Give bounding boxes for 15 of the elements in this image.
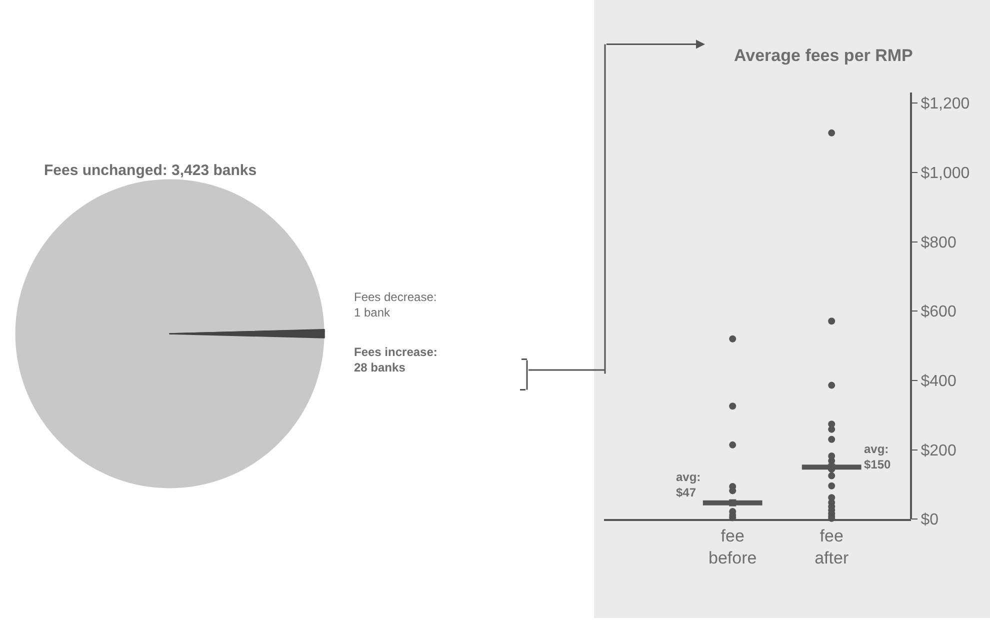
y-tick-label: $600 bbox=[920, 304, 956, 321]
y-tick-label: $0 bbox=[920, 512, 939, 529]
y-tick-label: $1,200 bbox=[920, 96, 970, 113]
slice-label: Fees decrease: 1 bank bbox=[354, 290, 437, 320]
slice-label: Fees unchanged: 3,423 banks bbox=[44, 162, 257, 179]
y-tick-label: $200 bbox=[920, 442, 956, 460]
x-tick-label: fee before bbox=[708, 526, 757, 568]
y-tick-label: $1,000 bbox=[920, 165, 970, 182]
chart-title: Average fees per RMP bbox=[734, 46, 913, 65]
slice-label: Fees increase: 28 banks bbox=[354, 345, 438, 375]
x-tick-label: fee after bbox=[814, 526, 849, 568]
annotation: avg: $47 bbox=[676, 470, 701, 500]
y-tick-label: $800 bbox=[920, 234, 956, 252]
annotation: avg: $150 bbox=[864, 442, 892, 472]
y-tick-label: $400 bbox=[920, 373, 956, 390]
